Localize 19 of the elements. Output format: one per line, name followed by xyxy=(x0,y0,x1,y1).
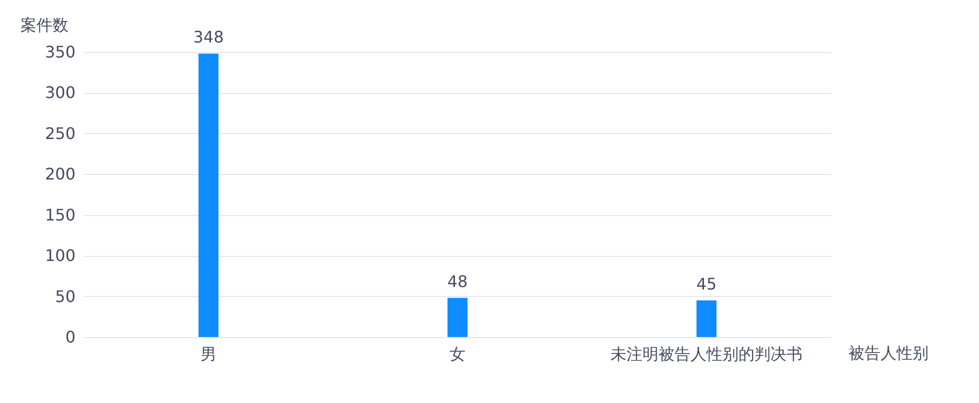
bar xyxy=(198,54,218,337)
y-tick-label: 250 xyxy=(44,124,76,143)
y-tick-label: 150 xyxy=(44,205,76,224)
y-tick-label: 100 xyxy=(44,246,76,266)
x-axis-title: 被告人性别 xyxy=(848,344,928,362)
y-tick-label: 300 xyxy=(44,83,76,102)
bar xyxy=(448,298,468,337)
data-label: 45 xyxy=(696,274,717,294)
bar xyxy=(696,300,716,337)
x-tick-label: 男 xyxy=(200,344,216,364)
y-tick-label: 350 xyxy=(44,42,76,62)
x-tick-label: 未注明被告人性别的判决书 xyxy=(610,344,802,364)
x-tick-label: 女 xyxy=(450,344,466,364)
data-label: 48 xyxy=(447,272,468,291)
y-axis-title: 案件数 xyxy=(20,16,68,34)
y-tick-label: 0 xyxy=(65,328,76,346)
y-tick-label: 200 xyxy=(44,164,76,184)
data-label: 348 xyxy=(193,28,224,47)
y-tick-label: 50 xyxy=(55,286,76,306)
